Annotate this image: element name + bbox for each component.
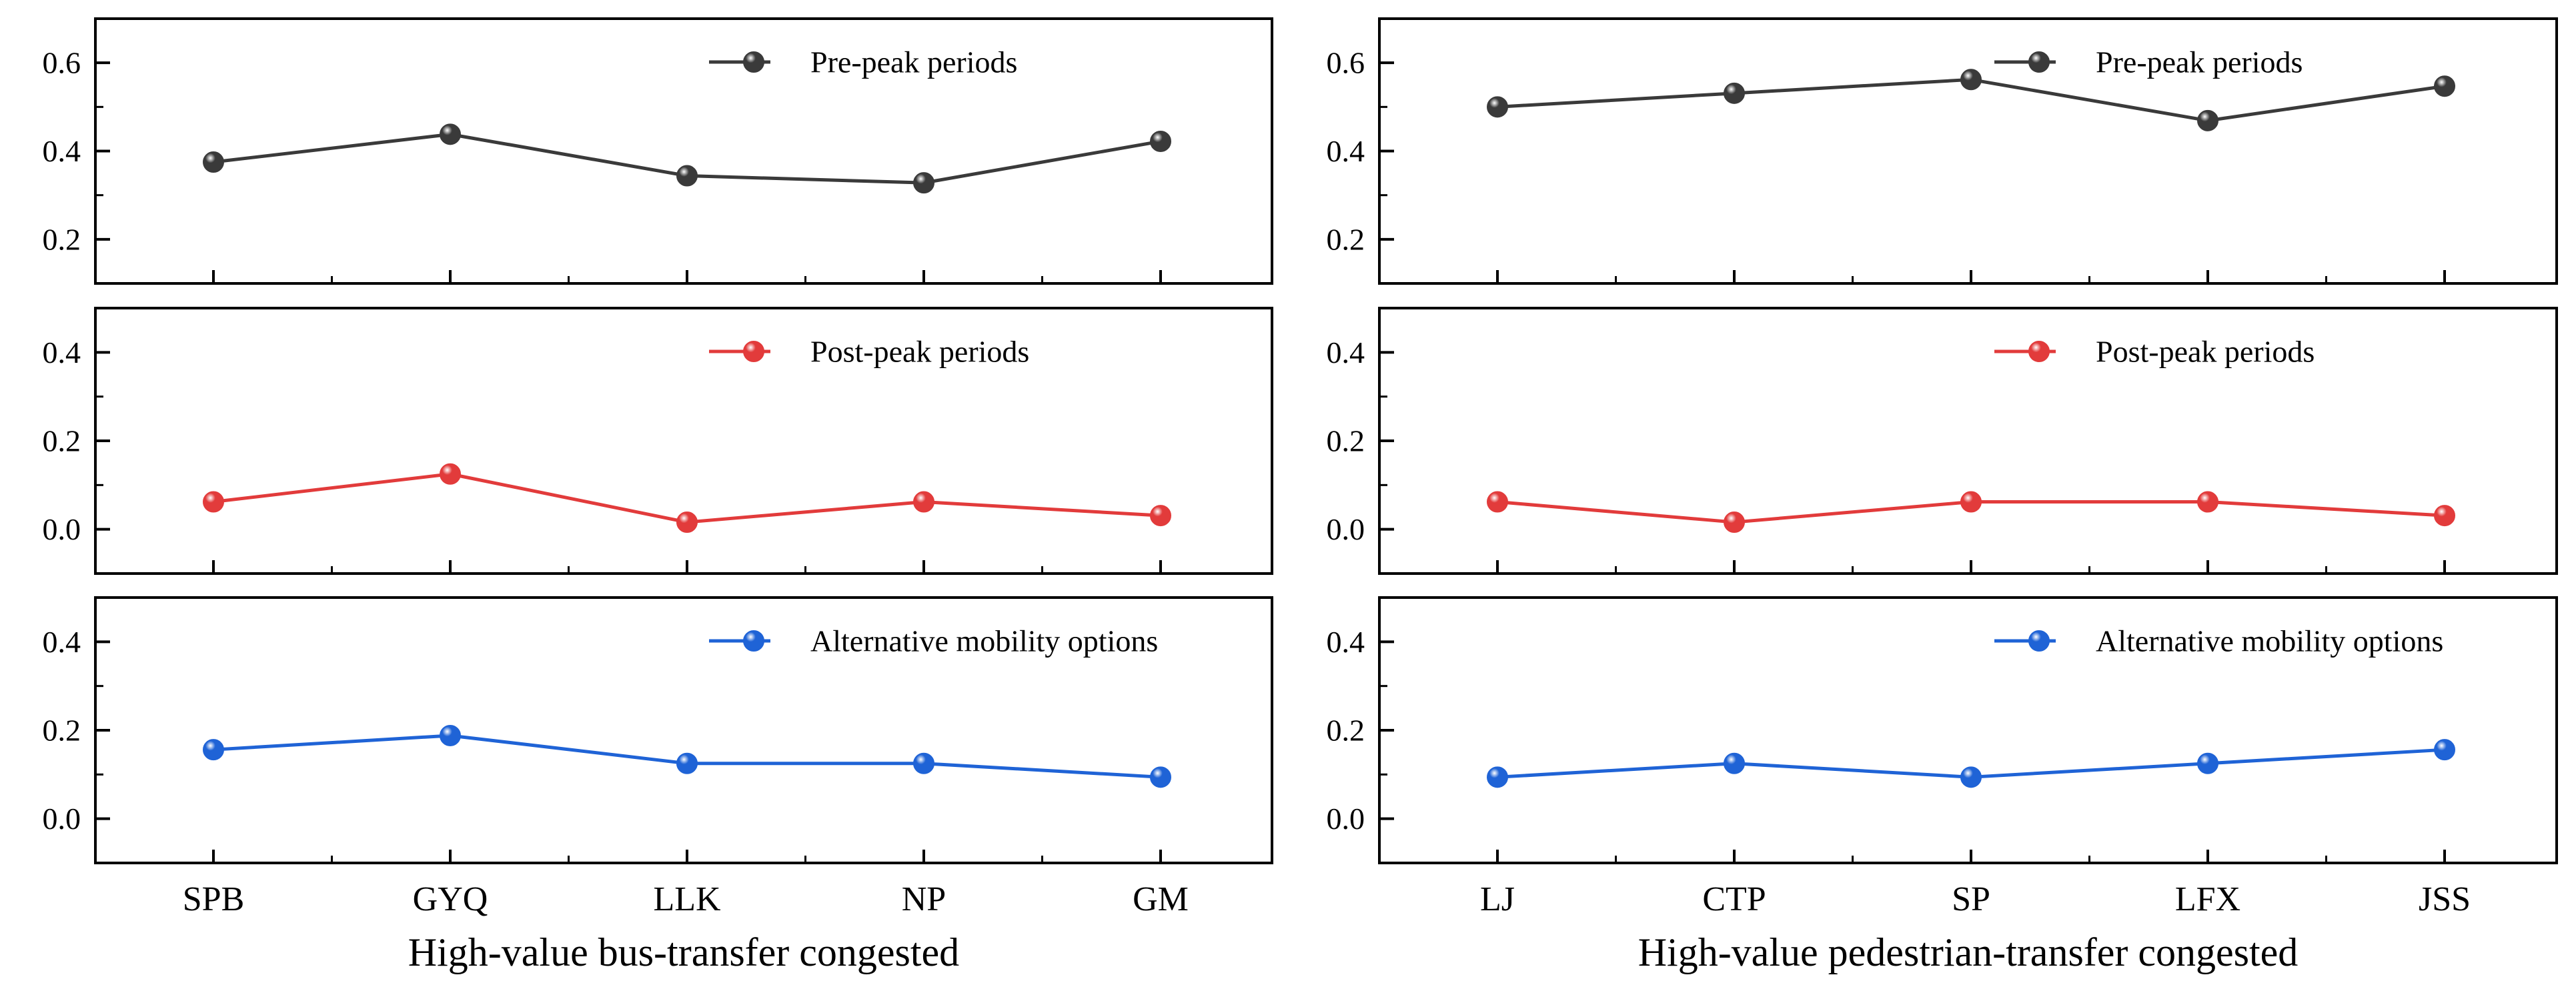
legend-marker xyxy=(2028,51,2050,73)
data-point xyxy=(1724,512,1745,534)
legend-marker xyxy=(743,630,764,652)
data-point xyxy=(676,752,698,774)
data-point xyxy=(1960,491,1982,513)
legend: Alternative mobility options xyxy=(1994,624,2443,658)
legend-label: Post-peak periods xyxy=(810,335,1029,369)
data-point xyxy=(1150,505,1171,527)
panel-frame xyxy=(94,17,1273,285)
panel-1-1: 0.0 0.2 0.4 Post-peak periods xyxy=(1327,307,2558,575)
x-category-label: NP xyxy=(902,880,946,918)
y-tick-label: 0.2 xyxy=(43,714,81,748)
panel-0-2: 0.0 0.2 0.4 Alternative mobility options xyxy=(43,596,1273,864)
y-tick-label: 0.4 xyxy=(1327,134,1365,168)
data-point xyxy=(203,739,224,761)
data-point xyxy=(2197,491,2218,513)
y-tick-label: 0.2 xyxy=(43,222,81,256)
legend-marker xyxy=(743,51,764,73)
data-point xyxy=(1487,766,1508,788)
x-category-label: JSS xyxy=(2419,880,2471,918)
data-point xyxy=(203,491,224,513)
x-category-label: LFX xyxy=(2175,880,2240,918)
data-point xyxy=(2434,739,2455,761)
y-tick-label: 0.2 xyxy=(1327,424,1365,458)
legend: Pre-peak periods xyxy=(1994,45,2303,79)
data-point xyxy=(913,752,934,774)
y-tick-label: 0.0 xyxy=(43,802,81,836)
y-tick-label: 0.6 xyxy=(43,46,81,80)
legend-marker xyxy=(743,341,764,362)
x-category-label: GYQ xyxy=(413,880,488,918)
legend-marker xyxy=(2028,630,2050,652)
panel-1-2: 0.0 0.2 0.4 Alternative mobility options xyxy=(1327,596,2558,864)
x-category-label: LJ xyxy=(1480,880,1515,918)
y-tick-label: 0.4 xyxy=(1327,625,1365,659)
legend-label: Pre-peak periods xyxy=(810,45,1017,79)
data-point xyxy=(1960,69,1982,91)
legend-label: Post-peak periods xyxy=(2096,335,2315,369)
panel-0-1: 0.0 0.2 0.4 Post-peak periods xyxy=(43,307,1273,575)
data-point xyxy=(676,165,698,187)
y-tick-label: 0.0 xyxy=(1327,802,1365,836)
legend: Post-peak periods xyxy=(1994,335,2315,369)
data-point xyxy=(2434,75,2455,97)
x-category-label: CTP xyxy=(1702,880,1766,918)
x-category-label: SP xyxy=(1952,880,1990,918)
data-point xyxy=(440,123,461,145)
data-point xyxy=(1960,766,1982,788)
data-point xyxy=(913,172,934,194)
legend: Pre-peak periods xyxy=(709,45,1017,79)
y-tick-label: 0.6 xyxy=(1327,46,1365,80)
x-category-label: GM xyxy=(1133,880,1189,918)
y-tick-label: 0.4 xyxy=(43,335,81,369)
data-point xyxy=(440,724,461,746)
data-point xyxy=(1724,82,1745,104)
panel-frame xyxy=(94,307,1273,575)
data-point xyxy=(440,463,461,485)
y-tick-label: 0.0 xyxy=(43,512,81,546)
legend: Post-peak periods xyxy=(709,335,1029,369)
data-point xyxy=(1487,491,1508,513)
x-axis-title: High-value bus-transfer congested xyxy=(408,930,959,974)
data-point xyxy=(2197,752,2218,774)
data-point xyxy=(2197,109,2218,131)
data-point xyxy=(913,491,934,513)
data-point xyxy=(1150,130,1171,152)
panel-0-0: 0.2 0.4 0.6 Pre-peak periods xyxy=(43,17,1273,285)
y-tick-label: 0.4 xyxy=(43,134,81,168)
data-point xyxy=(2434,505,2455,527)
data-point xyxy=(676,512,698,534)
y-tick-label: 0.2 xyxy=(43,424,81,458)
data-point xyxy=(1487,96,1508,118)
y-tick-label: 0.4 xyxy=(43,625,81,659)
legend-label: Alternative mobility options xyxy=(810,624,1158,658)
y-tick-label: 0.0 xyxy=(1327,512,1365,546)
legend-label: Alternative mobility options xyxy=(2096,624,2443,658)
data-point xyxy=(1724,752,1745,774)
x-axis-title: High-value pedestrian-transfer congested xyxy=(1638,930,2299,974)
x-category-label: LLK xyxy=(653,880,721,918)
y-tick-label: 0.2 xyxy=(1327,714,1365,748)
legend-marker xyxy=(2028,341,2050,362)
legend: Alternative mobility options xyxy=(709,624,1158,658)
data-point xyxy=(1150,766,1171,788)
panel-1-0: 0.2 0.4 0.6 Pre-peak periods xyxy=(1327,17,2558,285)
panel-frame xyxy=(1378,307,2558,575)
legend-label: Pre-peak periods xyxy=(2096,45,2303,79)
panel-frame xyxy=(1378,17,2558,285)
x-category-label: SPB xyxy=(183,880,245,918)
y-tick-label: 0.4 xyxy=(1327,335,1365,369)
y-tick-label: 0.2 xyxy=(1327,222,1365,256)
data-point xyxy=(203,151,224,173)
